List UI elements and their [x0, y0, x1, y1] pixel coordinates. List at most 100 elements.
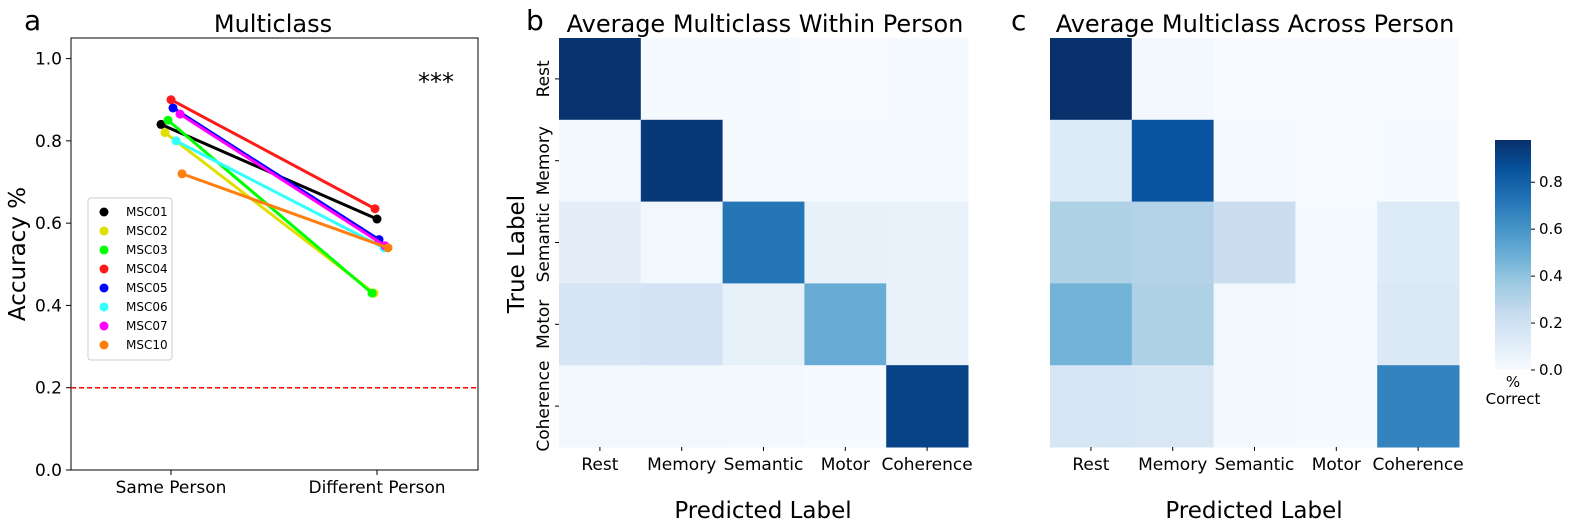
heatmap-cell: [640, 38, 724, 121]
colorbar: 0.0 0.2 0.4 0.6 0.8 % Correct: [1486, 140, 1563, 408]
heatmap-cell: [804, 283, 887, 366]
legend-marker: [99, 340, 109, 350]
y-tick-label: Motor: [534, 300, 554, 349]
heatmap-cell: [559, 119, 642, 203]
data-point: [177, 169, 187, 179]
y-tick-label: 0.4: [35, 296, 62, 316]
heatmap-cell: [1377, 38, 1460, 121]
colorbar-ticks: 0.0 0.2 0.4 0.6 0.8: [1531, 173, 1563, 379]
y-tick-label: Rest: [534, 60, 554, 97]
y-tick-label: 0.0: [35, 461, 62, 481]
colorbar-tick-label: 0.8: [1539, 173, 1563, 191]
heatmap-cell: [559, 201, 642, 284]
heatmap-cell: [640, 119, 724, 203]
heatmap-cell: [886, 365, 969, 448]
series-msc10: [177, 169, 393, 253]
legend-label: MSC02: [126, 224, 168, 238]
heatmap-cell: [1131, 201, 1215, 284]
heatmap-cell: [804, 119, 887, 203]
x-tick-label: Same Person: [116, 478, 227, 498]
heatmap-cell: [1295, 119, 1378, 203]
panel-c-label: c: [1011, 4, 1026, 37]
heatmap-cell: [1213, 283, 1296, 366]
heatmap-cell: [1295, 201, 1378, 284]
heatmap-cell: [1050, 201, 1133, 284]
heatmap-cell: [1050, 365, 1133, 448]
y-tick-label: Memory: [534, 126, 554, 195]
panel-b-title: Average Multiclass Within Person: [567, 10, 964, 38]
data-point: [383, 243, 393, 253]
series-line: [175, 139, 385, 250]
panel-a-line-chart: a Multiclass Accuracy % 0.0 0.2 0.4 0.6 0.8 1…: [5, 4, 479, 498]
legend-label: MSC10: [126, 338, 168, 352]
y-tick-label: 0.8: [35, 132, 62, 152]
panel-a-legend: MSC01 MSC02 MSC03 MSC04 MSC05 MSC06 MSC07 MSC10: [87, 197, 173, 361]
heatmap-cell: [722, 119, 805, 203]
legend-label: MSC07: [126, 319, 168, 333]
heatmap-cell: [559, 38, 642, 121]
heatmap-cell: [1050, 119, 1133, 203]
panel-c-title: Average Multiclass Across Person: [1056, 10, 1455, 38]
heatmap-cell: [722, 283, 805, 366]
y-tick-label: 0.6: [35, 214, 62, 234]
data-point: [160, 128, 170, 138]
colorbar-tick-label: 0.4: [1539, 267, 1563, 285]
data-point: [163, 115, 173, 125]
y-tick-label: 1.0: [35, 50, 62, 70]
legend-marker: [99, 264, 109, 274]
series-line: [170, 98, 376, 211]
legend-marker: [99, 245, 109, 255]
legend-label: MSC03: [126, 243, 168, 257]
legend-box: [87, 197, 173, 361]
legend-marker: [99, 207, 109, 217]
heatmap-cell: [804, 38, 887, 121]
heatmap-cell: [1131, 38, 1215, 121]
heatmap-cell: [722, 201, 805, 284]
legend-marker: [99, 283, 109, 293]
data-point: [367, 288, 377, 298]
panel-c-xlabel: Predicted Label: [1165, 498, 1342, 524]
legend-marker: [99, 321, 109, 331]
x-tick-label: Motor: [821, 455, 870, 475]
heatmap-cell: [640, 283, 724, 366]
x-tick-label: Rest: [581, 455, 618, 475]
heatmap-cell: [1295, 283, 1378, 366]
data-point: [166, 95, 176, 105]
legend-label: MSC06: [126, 300, 168, 314]
data-point: [175, 109, 185, 119]
x-tick-label: Memory: [647, 455, 716, 475]
heatmap-cell: [1213, 201, 1296, 284]
x-tick-label: Coherence: [1373, 455, 1464, 475]
heatmap-cell: [640, 365, 724, 448]
panel-b-xlabel: Predicted Label: [674, 498, 851, 524]
heatmap-cell: [1213, 365, 1296, 448]
legend-label: MSC05: [126, 281, 168, 295]
heatmap-cell: [1213, 38, 1296, 121]
colorbar-tick-label: 0.6: [1539, 220, 1563, 238]
heatmap-cell: [886, 38, 969, 121]
series-msc07: [175, 109, 390, 251]
heatmap-cell: [1050, 38, 1133, 121]
heatmap-cell: [886, 283, 969, 366]
y-tick-label: Coherence: [534, 361, 554, 452]
colorbar-label-line2: Correct: [1486, 390, 1541, 408]
heatmap-cell: [640, 201, 724, 284]
x-tick-label: Semantic: [724, 455, 804, 475]
x-tick-label: Coherence: [882, 455, 973, 475]
heatmap-cell: [1131, 283, 1215, 366]
legend-label: MSC01: [126, 205, 168, 219]
heatmap-cell: [1295, 365, 1378, 448]
heatmap-cell: [1377, 283, 1460, 366]
x-tick-label: Rest: [1072, 455, 1109, 475]
panel-a-ylabel: Accuracy %: [5, 187, 31, 321]
colorbar-tick-label: 0.0: [1539, 361, 1563, 379]
x-tick-label: Semantic: [1215, 455, 1295, 475]
y-tick-label: Semantic: [534, 203, 554, 283]
heatmap-cell: [804, 365, 887, 448]
colorbar-gradient: [1495, 140, 1531, 370]
heatmap-cell: [1050, 283, 1133, 366]
panel-b-cells: Rest Memory Semantic Motor Coherence Rest Memo…: [534, 38, 973, 475]
panel-b-ylabel: True Label: [504, 195, 530, 314]
heatmap-cell: [1377, 119, 1460, 203]
heatmap-cell: [804, 201, 887, 284]
